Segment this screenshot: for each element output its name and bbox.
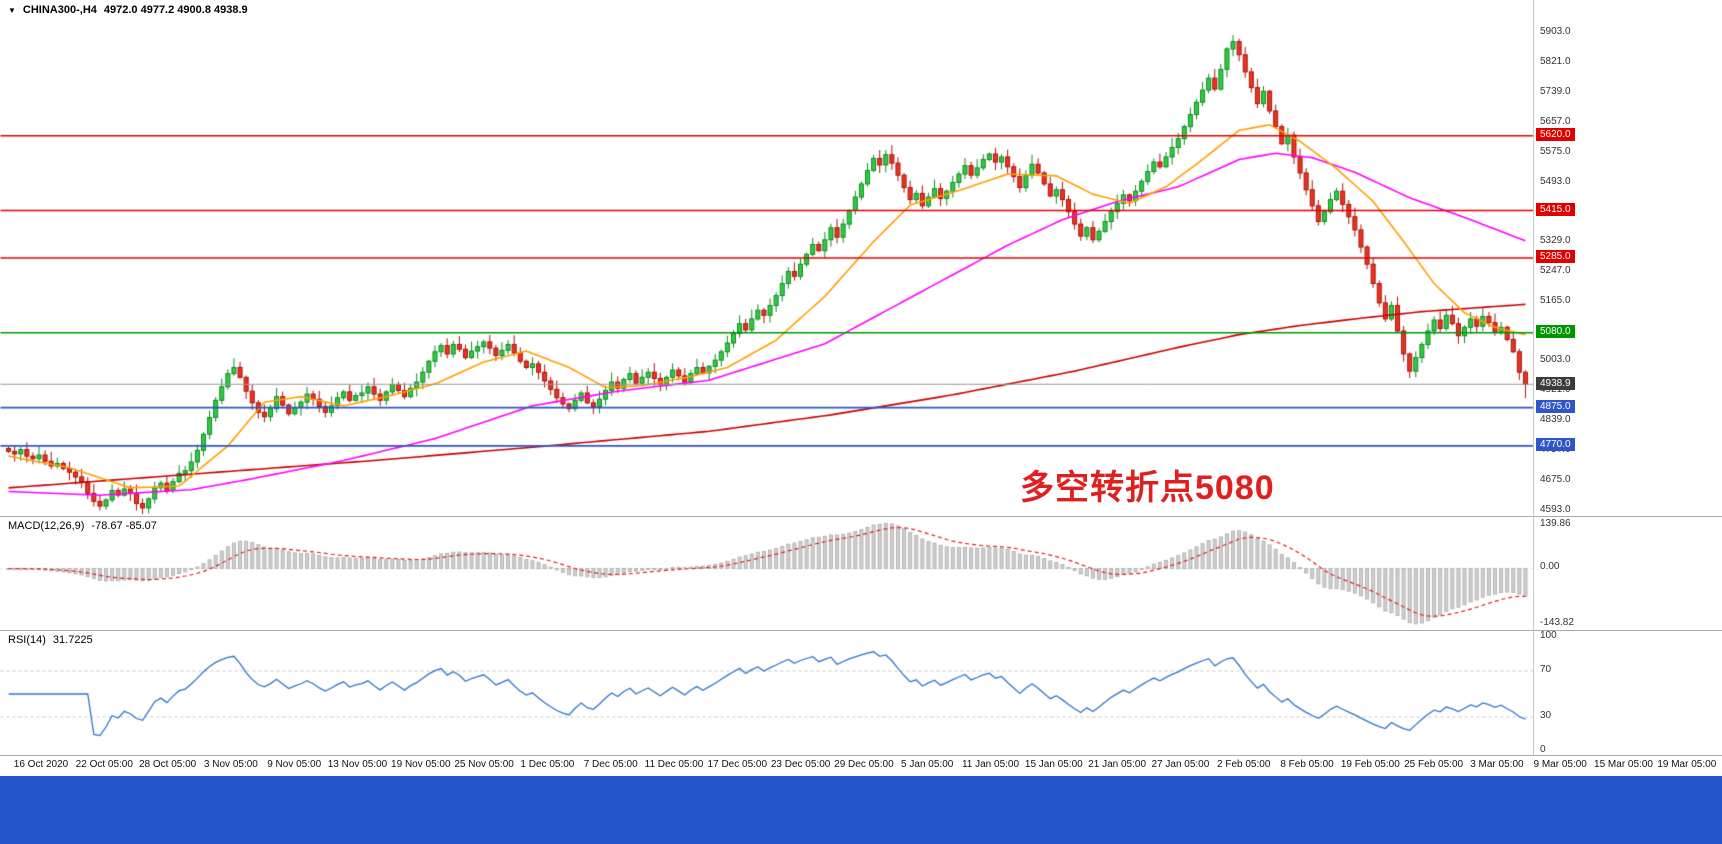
date-axis-label: 15 Jan 05:00	[1024, 759, 1083, 770]
date-axis-label: 3 Nov 05:00	[203, 759, 258, 770]
macd-axis-tick-max: 139.86	[1540, 518, 1571, 529]
date-axis-label: 16 Oct 2020	[13, 759, 69, 770]
date-axis-label: 21 Jan 05:00	[1088, 759, 1147, 770]
price-axis-tick: 4921.0	[1540, 384, 1571, 396]
panel-separator-2[interactable]	[0, 630, 1722, 631]
bottom-taskbar	[0, 776, 1722, 844]
date-axis-label: 7 Dec 05:00	[583, 759, 638, 770]
macd-indicator-chart[interactable]	[0, 518, 1722, 630]
date-axis-label: 9 Mar 05:00	[1533, 759, 1587, 770]
date-axis-label: 22 Oct 05:00	[75, 759, 133, 770]
date-axis-label: 19 Mar 05:00	[1657, 759, 1717, 770]
date-axis-label: 27 Jan 05:00	[1151, 759, 1210, 770]
date-axis-label: 1 Dec 05:00	[520, 759, 575, 770]
macd-axis-tick-min: -143.82	[1540, 617, 1574, 628]
date-axis-label: 5 Jan 05:00	[901, 759, 954, 770]
date-axis-label: 29 Dec 05:00	[834, 759, 894, 770]
date-axis-label: 17 Dec 05:00	[707, 759, 768, 770]
rsi-indicator-name: RSI(14)	[8, 634, 46, 646]
rsi-axis-tick-70: 70	[1540, 664, 1552, 675]
date-axis-label: 28 Oct 05:00	[138, 759, 197, 770]
price-axis-tick: 4593.0	[1540, 504, 1571, 515]
rsi-axis-tick-0: 0	[1540, 744, 1546, 755]
price-axis-tick: 5739.0	[1540, 85, 1571, 97]
rsi-indicator-chart[interactable]	[0, 632, 1722, 755]
current-price-badge: 4938.9	[1536, 376, 1575, 390]
rsi-indicator-value: 31.7225	[52, 634, 93, 646]
price-axis-tick: 5903.0	[1540, 26, 1571, 37]
price-axis-tick: 4675.0	[1540, 474, 1571, 486]
price-axis-tick: 5821.0	[1540, 55, 1571, 67]
price-axis-tick: 5329.0	[1540, 235, 1571, 247]
price-axis-tick: 5003.0	[1540, 354, 1571, 366]
date-axis-label: 8 Feb 05:00	[1280, 759, 1334, 770]
price-badge-4770.0: 4770.0	[1536, 438, 1575, 452]
date-axis-label: 11 Dec 05:00	[644, 759, 704, 770]
price-axis-tick: 5247.0	[1540, 265, 1571, 277]
price-axis-tick: 5493.0	[1540, 175, 1571, 187]
price-axis-tick: 5657.0	[1540, 115, 1571, 127]
price-axis-divider	[1533, 0, 1534, 775]
panel-separator-1[interactable]	[0, 516, 1722, 517]
chart-header: ▼ CHINA300-,H4 4972.0 4977.2 4900.8 4938…	[8, 4, 248, 16]
rsi-axis-tick-30: 30	[1540, 710, 1552, 721]
macd-label-row: MACD(12,26,9) -78.67 -85.07	[8, 520, 157, 532]
price-badge-5415.0: 5415.0	[1536, 203, 1575, 217]
date-axis-label: 15 Mar 05:00	[1594, 759, 1653, 770]
price-badge-5080.0: 5080.0	[1536, 325, 1575, 339]
price-axis-tick: 5575.0	[1540, 145, 1571, 157]
rsi-label-row: RSI(14) 31.7225	[8, 634, 93, 646]
panel-separator-3	[0, 755, 1722, 756]
date-axis-label: 25 Feb 05:00	[1404, 759, 1464, 770]
price-axis-tick: 4839.0	[1540, 414, 1571, 426]
chart-symbol-period: CHINA300-,H4	[22, 4, 97, 16]
price-axis-tick: 5165.0	[1540, 295, 1571, 307]
chart-ohlc-values: 4972.0 4977.2 4900.8 4938.9	[103, 4, 248, 16]
macd-indicator-values: -78.67 -85.07	[91, 520, 157, 532]
price-badge-4875.0: 4875.0	[1536, 400, 1575, 414]
date-axis-label: 23 Dec 05:00	[770, 759, 831, 770]
price-badge-5620.0: 5620.0	[1536, 128, 1575, 142]
date-axis-label: 3 Mar 05:00	[1470, 759, 1524, 770]
date-axis-label: 9 Nov 05:00	[267, 759, 322, 770]
date-axis-label: 2 Feb 05:00	[1217, 759, 1271, 770]
main-price-chart[interactable]	[0, 0, 1722, 517]
date-axis-label: 25 Nov 05:00	[454, 759, 514, 770]
date-axis-label: 19 Feb 05:00	[1340, 759, 1400, 770]
macd-indicator-name: MACD(12,26,9)	[8, 520, 85, 532]
chart-annotation: 多空转折点5080	[1020, 469, 1275, 507]
date-axis-label: 11 Jan 05:00	[961, 759, 1020, 770]
chart-menu-icon[interactable]: ▼	[8, 5, 16, 15]
date-axis-label: 13 Nov 05:00	[327, 759, 388, 770]
price-badge-5285.0: 5285.0	[1536, 250, 1575, 264]
date-axis[interactable]: 16 Oct 2020 22 Oct 05:00 28 Oct 05:00 3 Nov…	[0, 756, 1722, 776]
date-axis-label: 19 Nov 05:00	[391, 759, 451, 770]
macd-axis-tick-zero: 0.00	[1540, 561, 1560, 572]
rsi-axis-tick-100: 100	[1540, 630, 1557, 641]
